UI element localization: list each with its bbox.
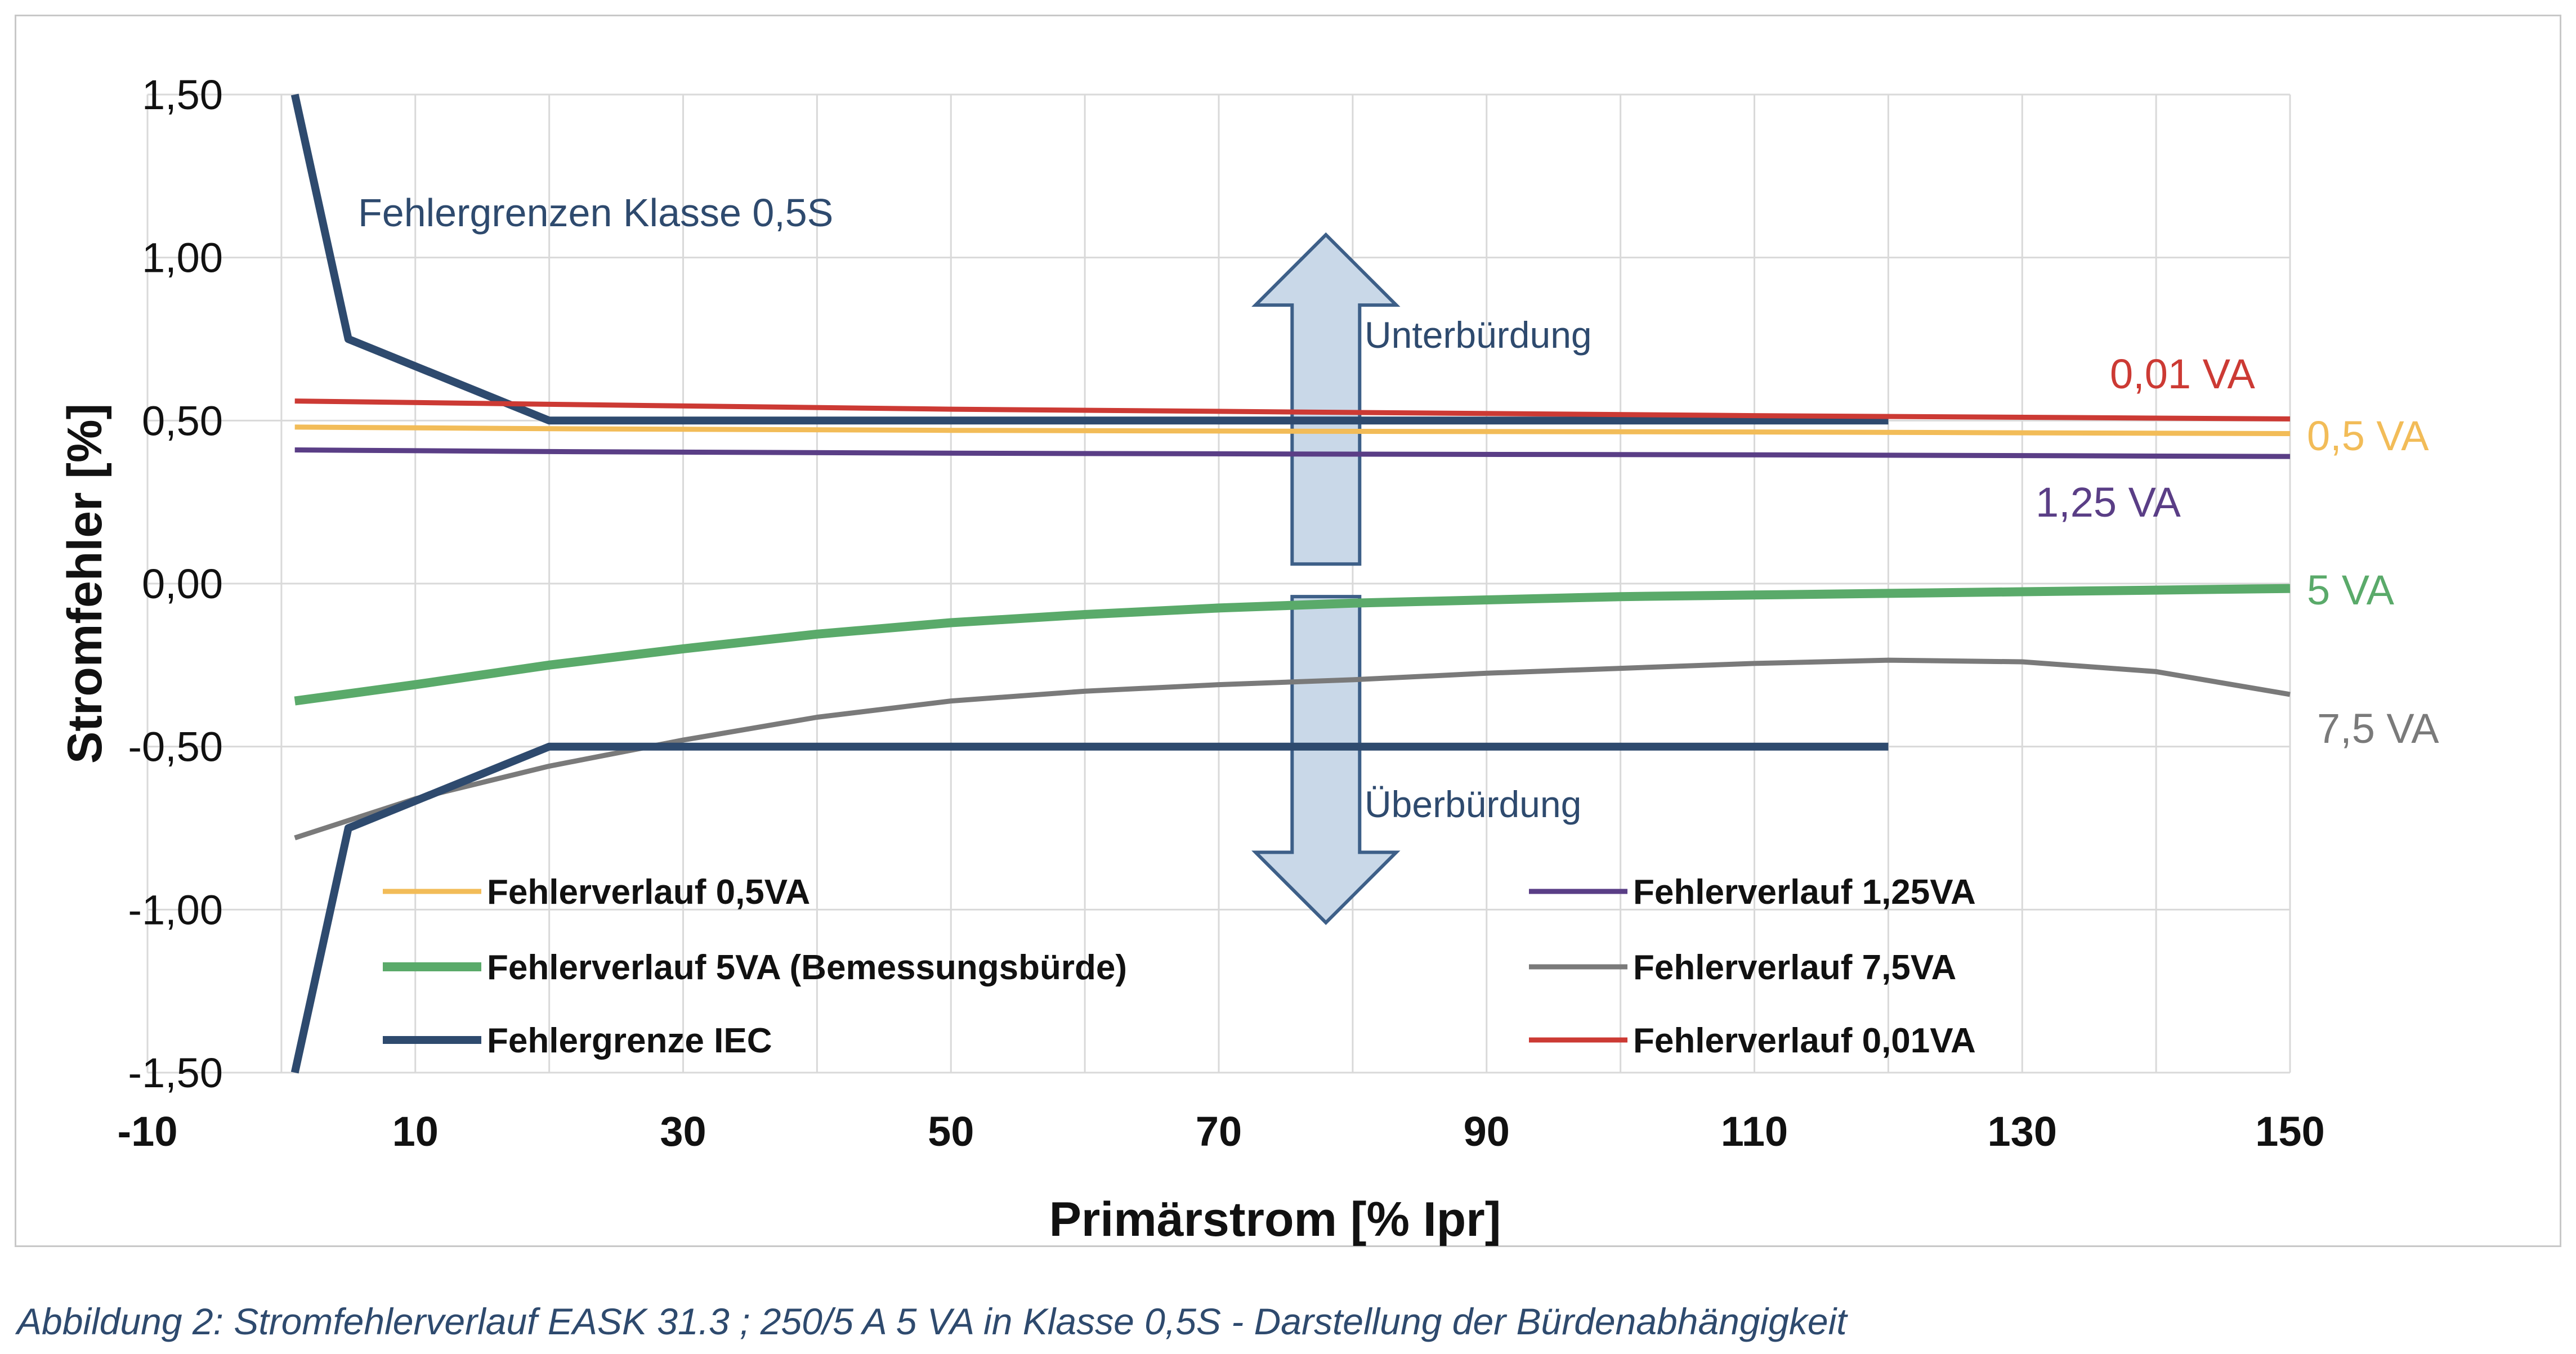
y-tick-label: 1,50 bbox=[142, 71, 223, 118]
legend-label: Fehlerverlauf 5VA (Bemessungsbürde) bbox=[487, 948, 1127, 987]
series-lines bbox=[290, 93, 2291, 1074]
legend-label: Fehlergrenze IEC bbox=[487, 1021, 772, 1060]
x-axis-title: Primärstrom [% Ipr] bbox=[1049, 1192, 1501, 1247]
series-line-5-0 bbox=[294, 398, 2291, 422]
legend-label: Fehlerverlauf 0,01VA bbox=[1633, 1021, 1976, 1060]
x-tick-label: -10 bbox=[118, 1108, 178, 1155]
x-tick-label: 150 bbox=[2255, 1108, 2324, 1155]
y-tick-label: -1,00 bbox=[128, 886, 223, 933]
x-tick-label: 110 bbox=[1721, 1108, 1788, 1155]
end-label: 7,5 VA bbox=[2317, 705, 2439, 752]
series-line-3-0 bbox=[294, 657, 2291, 841]
x-tick-label: 30 bbox=[660, 1108, 706, 1155]
axes: -10 10 30 50 70 90 110 130 150 1,50 1,00 0,50 0,00 -0… bbox=[58, 71, 2325, 1247]
y-tick-label: -0,50 bbox=[128, 724, 223, 770]
end-label: 1,25 VA bbox=[2036, 479, 2181, 526]
annotation-fehlergrenzen: Fehlergrenzen Klasse 0,5S bbox=[358, 191, 833, 235]
legend-label: Fehlerverlauf 7,5VA bbox=[1633, 948, 1956, 987]
figure-caption: Abbildung 2: Stromfehlerverlauf EASK 31.… bbox=[17, 1301, 1847, 1342]
x-tick-label: 70 bbox=[1196, 1108, 1242, 1155]
annotation-ueberbuerdung: Überbürdung bbox=[1365, 783, 1581, 825]
annotation-unterbuerdung: Unterbürdung bbox=[1365, 314, 1592, 356]
y-tick-label: -1,50 bbox=[128, 1050, 223, 1096]
x-tick-label: 50 bbox=[928, 1108, 974, 1155]
series-line-1-0 bbox=[294, 447, 2291, 459]
legend-label: Fehlerverlauf 1,25VA bbox=[1633, 873, 1976, 912]
y-tick-label: 0,50 bbox=[142, 397, 223, 444]
arrow-ueberbuerdung bbox=[1251, 595, 1401, 925]
annotations: Fehlergrenzen Klasse 0,5S Unterbürdung Übe… bbox=[358, 191, 2439, 825]
y-axis-title: Stromfehler [%] bbox=[58, 403, 112, 764]
series-line-2-0 bbox=[294, 584, 2291, 706]
grid bbox=[146, 93, 2291, 1074]
y-tick-label: 0,00 bbox=[142, 561, 223, 607]
y-tick-label: 1,00 bbox=[142, 235, 223, 281]
burden-arrows bbox=[1251, 232, 1401, 925]
end-label: 0,5 VA bbox=[2307, 413, 2429, 459]
x-tick-label: 90 bbox=[1464, 1108, 1510, 1155]
arrow-unterbuerdung bbox=[1251, 232, 1401, 566]
end-label: 5 VA bbox=[2307, 567, 2395, 613]
series-line-0-0 bbox=[294, 424, 2291, 436]
chart-svg: -10 10 30 50 70 90 110 130 150 1,50 1,00 0,50 0,00 -0… bbox=[58, 71, 2439, 1247]
x-tick-label: 10 bbox=[392, 1108, 439, 1155]
x-tick-label: 130 bbox=[1988, 1108, 2057, 1155]
series-line-4-0 bbox=[290, 93, 1889, 425]
end-label: 0,01 VA bbox=[2110, 351, 2255, 397]
legend-label: Fehlerverlauf 0,5VA bbox=[487, 873, 810, 912]
series-line-4-1 bbox=[290, 742, 1889, 1074]
legend: Fehlerverlauf 0,5VA Fehlerverlauf 1,25VA F… bbox=[383, 873, 1976, 1060]
